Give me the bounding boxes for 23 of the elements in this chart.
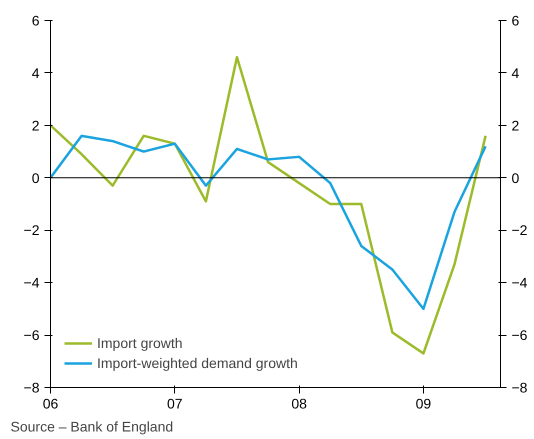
y-tick-label: −2 — [24, 222, 40, 238]
y2-tick-label: −8 — [512, 380, 528, 396]
x-tick-label: 07 — [167, 396, 183, 412]
y2-tick-label: 4 — [512, 64, 520, 81]
y2-tick-label: −4 — [512, 274, 528, 291]
y-tick-label: −4 — [24, 274, 40, 291]
y-tick-label: 0 — [32, 170, 40, 186]
x-tick-label: 06 — [42, 396, 58, 412]
x-tick-label: 09 — [416, 396, 432, 412]
y-tick-label: 6 — [32, 12, 40, 28]
y2-tick-label: 0 — [512, 170, 520, 186]
y2-tick-label: 2 — [512, 117, 520, 134]
y-tick-label: −8 — [24, 380, 40, 396]
y-tick-label: 4 — [32, 64, 40, 81]
y2-tick-label: −2 — [512, 222, 528, 238]
y2-tick-label: −6 — [512, 327, 528, 344]
legend-label: Import-weighted demand growth — [97, 355, 298, 371]
y-tick-label: 2 — [32, 117, 40, 134]
y-tick-label: −6 — [24, 327, 40, 344]
x-tick-label: 08 — [291, 396, 308, 412]
source-note: Source – Bank of England — [10, 418, 174, 434]
y2-tick-label: 6 — [512, 12, 520, 28]
legend-label: Import growth — [97, 335, 183, 351]
